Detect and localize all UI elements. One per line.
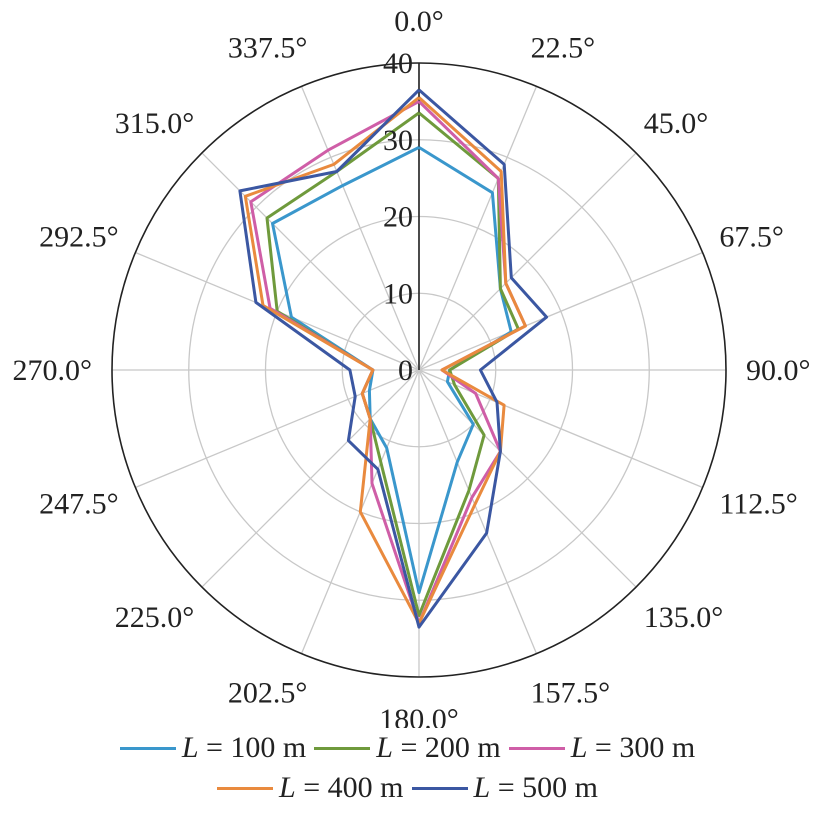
legend-item: L = 100 m [119,731,307,765]
series-line-100m [271,146,513,595]
series-line-200m [265,111,520,618]
legend-label: L = 500 m [473,771,598,804]
grid-spoke [201,369,420,588]
angle-label: 157.5° [531,676,611,709]
angle-label: 22.5° [531,32,596,65]
legend-label: L = 300 m [570,731,696,764]
grid-spoke [418,369,703,489]
legend-item: L = 300 m [508,731,696,765]
radial-tick-label: 30 [383,124,413,157]
angle-label: 270.0° [13,354,93,387]
angle-label: 90.0° [746,354,811,387]
grid-spoke [201,152,420,371]
legend-label: L = 200 m [376,731,501,764]
legend-swatch [508,746,565,750]
series-layer [238,88,549,629]
grid-spoke [300,86,420,371]
angle-label: 202.5° [228,676,308,709]
angle-label: 337.5° [228,32,308,65]
legend-row: L = 100 m L = 200 m L = 300 m [0,728,815,768]
radial-tick-label: 0 [398,354,413,387]
legend-swatch [314,746,371,750]
angle-label: 67.5° [719,220,784,253]
angle-label: 112.5° [719,488,797,521]
grid-spoke [418,86,538,371]
grid-spoke [418,152,637,371]
angle-label: 315.0° [115,107,195,140]
legend-item: L = 200 m [314,731,501,765]
series-line-500m [238,88,549,629]
angle-label: 225.0° [115,601,195,634]
polar-chart: 0 10 20 30 40 0.0° 22.5° 45.0° 67.5° 90.0° 112.5° 1… [13,5,811,728]
radial-tick-label: 40 [383,47,413,80]
legend-label: L = 400 m [279,771,404,804]
legend-row: L = 400 m L = 500 m [0,768,815,808]
legend-label: L = 100 m [181,731,307,764]
angle-label: 0.0° [394,5,444,38]
legend-swatch [411,786,468,790]
angle-label: 45.0° [644,107,709,140]
angle-label: 135.0° [644,601,724,634]
grid-layer [111,62,727,678]
legend-item: L = 400 m [217,771,404,805]
radial-tick-label: 20 [383,201,413,234]
angle-label: 292.5° [39,220,119,253]
legend-swatch [119,746,176,750]
angle-label: 247.5° [39,488,119,521]
legend-item: L = 500 m [411,771,598,805]
label-layer: 0 10 20 30 40 0.0° 22.5° 45.0° 67.5° 90.0° 112.5° 1… [13,5,811,728]
angle-label: 180.0° [379,703,459,728]
grid-spoke [135,369,420,489]
radial-tick-label: 10 [383,277,413,310]
legend-swatch [217,786,274,790]
grid-spoke [418,369,538,654]
grid-spoke [418,251,703,371]
grid-spoke [418,369,637,588]
